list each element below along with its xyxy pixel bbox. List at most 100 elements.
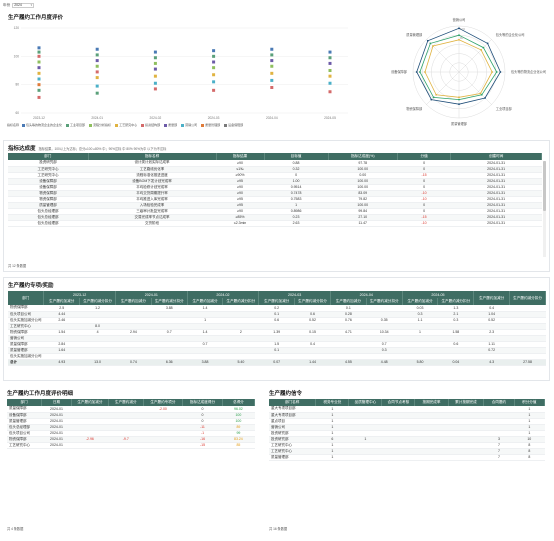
trend-point[interactable] [212, 88, 216, 92]
legend-item[interactable]: 包头等的物流企业的企业化 [22, 123, 62, 127]
indicator-row[interactable]: 包头总经理部 三级审计批复完成率 ≥90 0.8986 99.84 0 2024-01-31 [8, 208, 542, 215]
indicator-row[interactable]: 工艺研究中心 流程标准化推进进度 ≥90% 0 0.00 -15 2024-01-31 [8, 172, 542, 179]
radar-point[interactable] [458, 38, 460, 41]
legend-item[interactable]: 投资结构部 [141, 123, 160, 127]
cases-row[interactable]: 重大专项项目部 1 1 [269, 412, 545, 419]
radar-point[interactable] [458, 98, 460, 101]
trend-point[interactable] [212, 60, 216, 64]
indicator-row[interactable]: 包头总经理部 交货阶段 ≤2.3min 2.63 11.47 -10 2024-01-31 [8, 220, 542, 227]
legend-item[interactable]: 工业项目部 [66, 123, 85, 127]
radar-point[interactable] [458, 103, 460, 106]
radar-point[interactable] [426, 39, 429, 42]
radar-point[interactable] [419, 71, 421, 73]
radar-point[interactable] [484, 97, 486, 99]
trend-point[interactable] [37, 66, 41, 70]
cases-row[interactable]: 重大专项项目部 1 1 [269, 406, 545, 413]
radar-point[interactable] [491, 71, 494, 73]
legend-item[interactable]: 设备保障部 [224, 123, 243, 127]
radar-point[interactable] [429, 42, 432, 45]
cases-row[interactable]: 营销公司 1 1 [269, 424, 545, 431]
trend-point[interactable] [328, 50, 332, 54]
detail-row[interactable]: 质量保障部 2024-01 -2.00 0 96.02 [7, 406, 255, 413]
trend-point[interactable] [95, 76, 99, 80]
trend-point[interactable] [270, 53, 274, 57]
cases-row[interactable]: 质量管理部 1 7 8 [269, 454, 545, 461]
trend-point[interactable] [95, 70, 99, 74]
trend-point[interactable] [37, 88, 41, 92]
trend-point[interactable] [95, 53, 99, 57]
indicator-row[interactable]: 设备保障部 设备BOM下发计划完成率 ≥95 1.00 100.00 0 2024-01-3… [8, 178, 542, 185]
radar-point[interactable] [432, 96, 435, 99]
trend-point[interactable] [328, 69, 332, 72]
trend-point[interactable] [37, 71, 41, 75]
radar-point[interactable] [415, 71, 418, 73]
trend-point[interactable] [153, 61, 157, 65]
cases-row[interactable]: 工艺研究中心 1 7 8 [269, 442, 545, 449]
specialty-row[interactable]: 包头实施加减分公司 2.46 1 0.6 0.52 0.76 0.35 1.1 0.3 0.52 [8, 317, 546, 324]
trend-point[interactable] [328, 61, 332, 65]
legend-item[interactable]: 质量管理部 [201, 123, 220, 127]
trend-point[interactable] [212, 80, 216, 84]
trend-point[interactable] [95, 64, 99, 68]
trend-point[interactable] [153, 74, 157, 78]
radar-point[interactable] [480, 48, 483, 51]
radar-point[interactable] [458, 34, 460, 37]
legend-item[interactable]: 工艺研究中心 [115, 123, 137, 127]
trend-point[interactable] [270, 71, 274, 75]
trend-point[interactable] [37, 95, 41, 99]
radar-point[interactable] [486, 42, 489, 45]
specialty-row[interactable]: 包头项目公司 4.44 0.1 0.6 0.28 0.3 2.1 1.04 [8, 311, 546, 318]
radar-point[interactable] [435, 93, 438, 96]
trend-point[interactable] [270, 86, 274, 89]
trend-point[interactable] [153, 67, 157, 71]
specialty-row[interactable]: 包头实施加减分公司 [8, 353, 546, 360]
trend-point[interactable] [212, 54, 216, 58]
trend-point[interactable] [270, 47, 274, 51]
cases-row[interactable]: 投资研究部 1 1 [269, 430, 545, 437]
trend-point[interactable] [95, 91, 99, 95]
trend-point[interactable] [153, 87, 157, 91]
radar-series[interactable] [424, 39, 493, 98]
radar-series[interactable] [419, 34, 498, 101]
cases-row[interactable]: 重点项目 1 1 [269, 418, 545, 425]
indicator-row[interactable]: 设备保障部 平均检修计划完成率 ≥90 0.9514 100.00 0 2024-01-31 [8, 184, 542, 191]
trend-point[interactable] [270, 64, 274, 68]
specialty-row[interactable]: 工艺研究中心 8.0 [8, 323, 546, 330]
radar-point[interactable] [432, 45, 434, 47]
detail-row[interactable]: 设备保障部 2024-01 0 100 [7, 412, 255, 419]
detail-row[interactable]: 物资保障部 2024-01 -2.96 -9.7 -16 83.24 [7, 436, 255, 443]
trend-point[interactable] [95, 84, 99, 88]
legend-item[interactable]: 质量部 [164, 123, 177, 127]
indicator-row[interactable]: 物资保障部 平均推进入库完成率 ≥95 0.7583 79.82 -10 2024-01-3… [8, 196, 542, 203]
trend-point[interactable] [95, 59, 99, 63]
trend-point[interactable] [37, 54, 41, 58]
trend-point[interactable] [37, 50, 41, 54]
trend-point[interactable] [328, 74, 332, 78]
detail-row[interactable]: 包头项目公司 2024-01 -1 99 [7, 430, 255, 437]
trend-point[interactable] [270, 59, 274, 63]
trend-point[interactable] [153, 50, 157, 54]
trend-point[interactable] [212, 73, 216, 77]
specialty-row[interactable]: 质量保障部 2.84 0.7 1.5 0.4 0.7 0.6 1.11 [8, 341, 546, 348]
indicator-row[interactable]: 投资研究部 设计类计划实际达成率 ≥90 0.88 97.78 0 2024-01-31 [8, 160, 542, 167]
trend-point[interactable] [328, 90, 332, 94]
radar-point[interactable] [458, 27, 460, 30]
indicator-row[interactable]: 质量管理部 入场检验完成率 ≥95 1 100.00 0 2024-01-31 [8, 202, 542, 209]
trend-point[interactable] [37, 60, 41, 64]
trend-point[interactable] [328, 81, 332, 85]
trend-point[interactable] [37, 83, 41, 87]
radar-point[interactable] [480, 93, 483, 96]
trend-point[interactable] [270, 78, 274, 82]
indicator-scrollbar[interactable] [543, 161, 546, 257]
radar-point[interactable] [499, 71, 502, 73]
radar-point[interactable] [482, 46, 485, 49]
indicator-row[interactable]: 工艺研究中心 工艺路线优化率 ≤1‰ 0.32 100.00 0 2024-01-31 [8, 166, 542, 173]
detail-row[interactable]: 包头总经理部 2024-01 -11 89 [7, 424, 255, 431]
indicator-row[interactable]: 物资保障部 平均交货周期提升率 ≥90 0.7478 83.09 -10 2024-01-3… [8, 190, 542, 197]
specialty-row[interactable]: 质量管理部 1.64 0.1 0.3 0.72 [8, 347, 546, 354]
specialty-row[interactable]: 营销公司 [8, 335, 546, 342]
radar-point[interactable] [458, 96, 460, 99]
trend-point[interactable] [328, 56, 332, 60]
radar-point[interactable] [424, 71, 426, 73]
trend-point[interactable] [95, 47, 99, 51]
